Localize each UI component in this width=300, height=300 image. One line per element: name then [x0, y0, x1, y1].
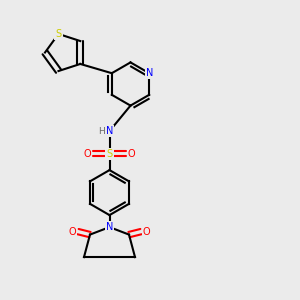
Text: N: N: [106, 222, 113, 232]
Text: N: N: [106, 126, 113, 136]
Text: O: O: [142, 226, 150, 237]
Text: O: O: [84, 148, 92, 159]
Text: S: S: [106, 148, 112, 159]
Text: O: O: [69, 226, 76, 237]
Text: H: H: [99, 127, 105, 136]
Text: S: S: [56, 29, 62, 39]
Text: N: N: [146, 68, 153, 78]
Text: O: O: [128, 148, 135, 159]
